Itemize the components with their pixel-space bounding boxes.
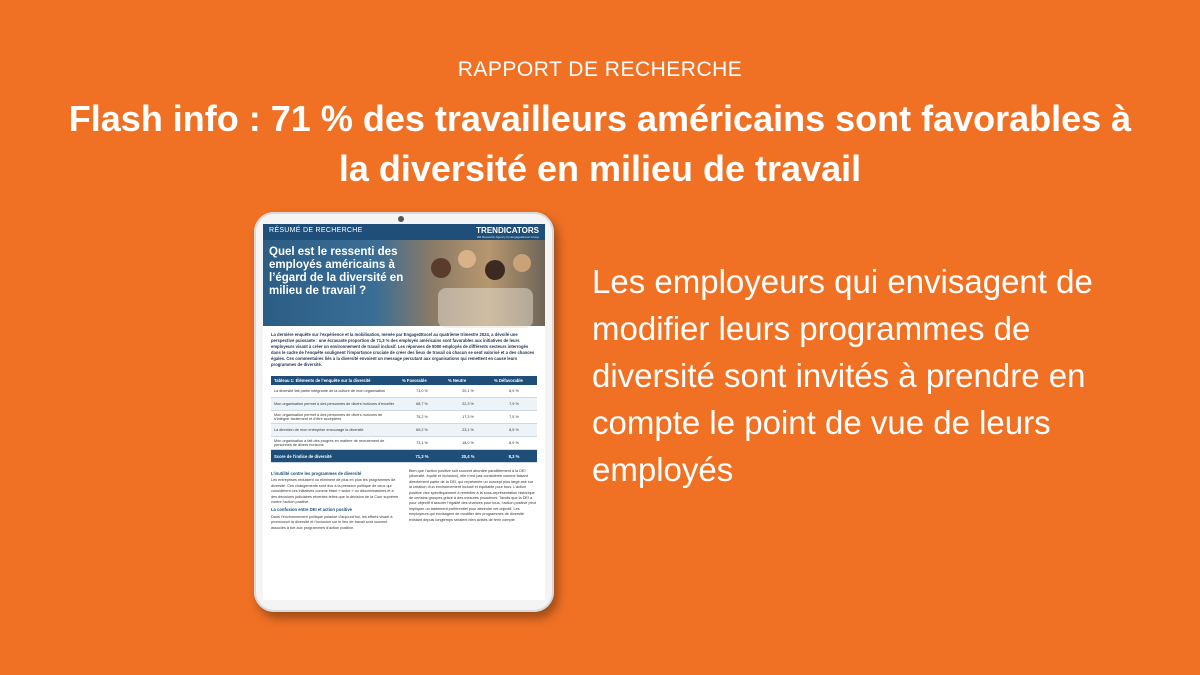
table-row: La direction de mon entreprise encourage… (271, 423, 537, 437)
brand-logo: TRENDICATORS (476, 226, 539, 235)
hero-image: Quel est le ressenti des employés améric… (263, 240, 545, 328)
table-header: % Défavorable (491, 376, 537, 385)
section-heading: L’inutilité contre les programmes de div… (271, 471, 362, 476)
left-column: L’inutilité contre les programmes de div… (271, 469, 399, 531)
table-cell: 20,1 % (445, 385, 491, 398)
table-row: Mon organisation permet à des personnes … (271, 410, 537, 424)
table-cell: 8,9 % (491, 436, 537, 450)
table-cell: 7,5 % (491, 410, 537, 424)
person-photo (513, 254, 531, 272)
table-cell: 75,2 % (399, 410, 445, 424)
table-cell: 23,1 % (445, 423, 491, 437)
intro-paragraph: La dernière enquête sur l’expérience et … (271, 332, 535, 367)
table-cell: Mon organisation permet à des personnes … (271, 410, 399, 424)
table-cell: La direction de mon entreprise encourage… (271, 423, 399, 437)
headline: Flash info : 71 % des travailleurs améri… (68, 98, 1132, 189)
table-cell: 8,9 % (491, 385, 537, 398)
section-paragraph: Bien que l’action positive soit souvent … (409, 469, 536, 522)
body-columns: L’inutilité contre les programmes de div… (263, 463, 545, 531)
tablet-mockup: RÉSUMÉ DE RECHERCHE TRENDICATORS HR Rese… (254, 212, 554, 612)
table-cell: 17,3 % (445, 410, 491, 424)
table-cell: La diversité fait partie intégrante de l… (271, 385, 399, 398)
report-eyebrow: RAPPORT DE RECHERCHE (457, 58, 743, 81)
table-cell: Score de l’indice de diversité (271, 449, 399, 463)
table-cell: 69,2 % (399, 423, 445, 437)
section-heading: La confusion entre DEI et action positiv… (271, 507, 352, 513)
table-header: % Favorable (399, 376, 445, 385)
table-cell: 71,3 % (399, 449, 445, 463)
survey-table: Tableau 1: Éléments de l’enquête sur la … (271, 376, 537, 463)
table-cell: Mon organisation permet à des personnes … (271, 397, 399, 411)
table-cell: 7,9 % (491, 397, 537, 411)
laptop-shape (438, 288, 533, 328)
table-row: Mon organisation a fait des progrès en m… (271, 436, 537, 450)
doc-label: RÉSUMÉ DE RECHERCHE (269, 227, 363, 234)
table-header: % Neutre (445, 376, 491, 385)
table-header: Tableau 1: Éléments de l’enquête sur la … (271, 376, 399, 385)
person-photo (485, 260, 505, 280)
table-row: Mon organisation permet à des personnes … (271, 397, 537, 411)
person-photo (431, 258, 451, 278)
right-column: Bien que l’action positive soit souvent … (409, 469, 537, 531)
table-cell: 22,3 % (445, 397, 491, 411)
person-photo (458, 250, 476, 268)
table-cell: 73,1 % (399, 436, 445, 450)
table-cell: Mon organisation a fait des progrès en m… (271, 436, 399, 450)
table-cell: 18,0 % (445, 436, 491, 450)
brand-subtitle: HR Research Agency by Engage2Excel Group (476, 235, 539, 239)
table-cell: 8,5 % (491, 423, 537, 437)
table-cell: 68,7 % (399, 397, 445, 411)
table-cell: 8,3 % (491, 449, 537, 463)
table-total-row: Score de l’indice de diversité 71,3 % 20… (271, 449, 537, 463)
table-row: La diversité fait partie intégrante de l… (271, 385, 537, 398)
tablet-screen: RÉSUMÉ DE RECHERCHE TRENDICATORS HR Rese… (263, 224, 545, 600)
section-paragraph: Dans l’environnement politique polarisé … (271, 514, 393, 530)
side-message: Les employeurs qui envisagent de modifie… (592, 263, 1093, 488)
hero-title: Quel est le ressenti des employés améric… (269, 246, 404, 297)
doc-header: RÉSUMÉ DE RECHERCHE TRENDICATORS HR Rese… (263, 224, 545, 240)
section-paragraph: Les entreprises réduisent ou éliminent d… (271, 478, 399, 505)
table-cell: 71,0 % (399, 385, 445, 398)
table-cell: 20,4 % (445, 449, 491, 463)
tablet-camera (398, 216, 404, 222)
